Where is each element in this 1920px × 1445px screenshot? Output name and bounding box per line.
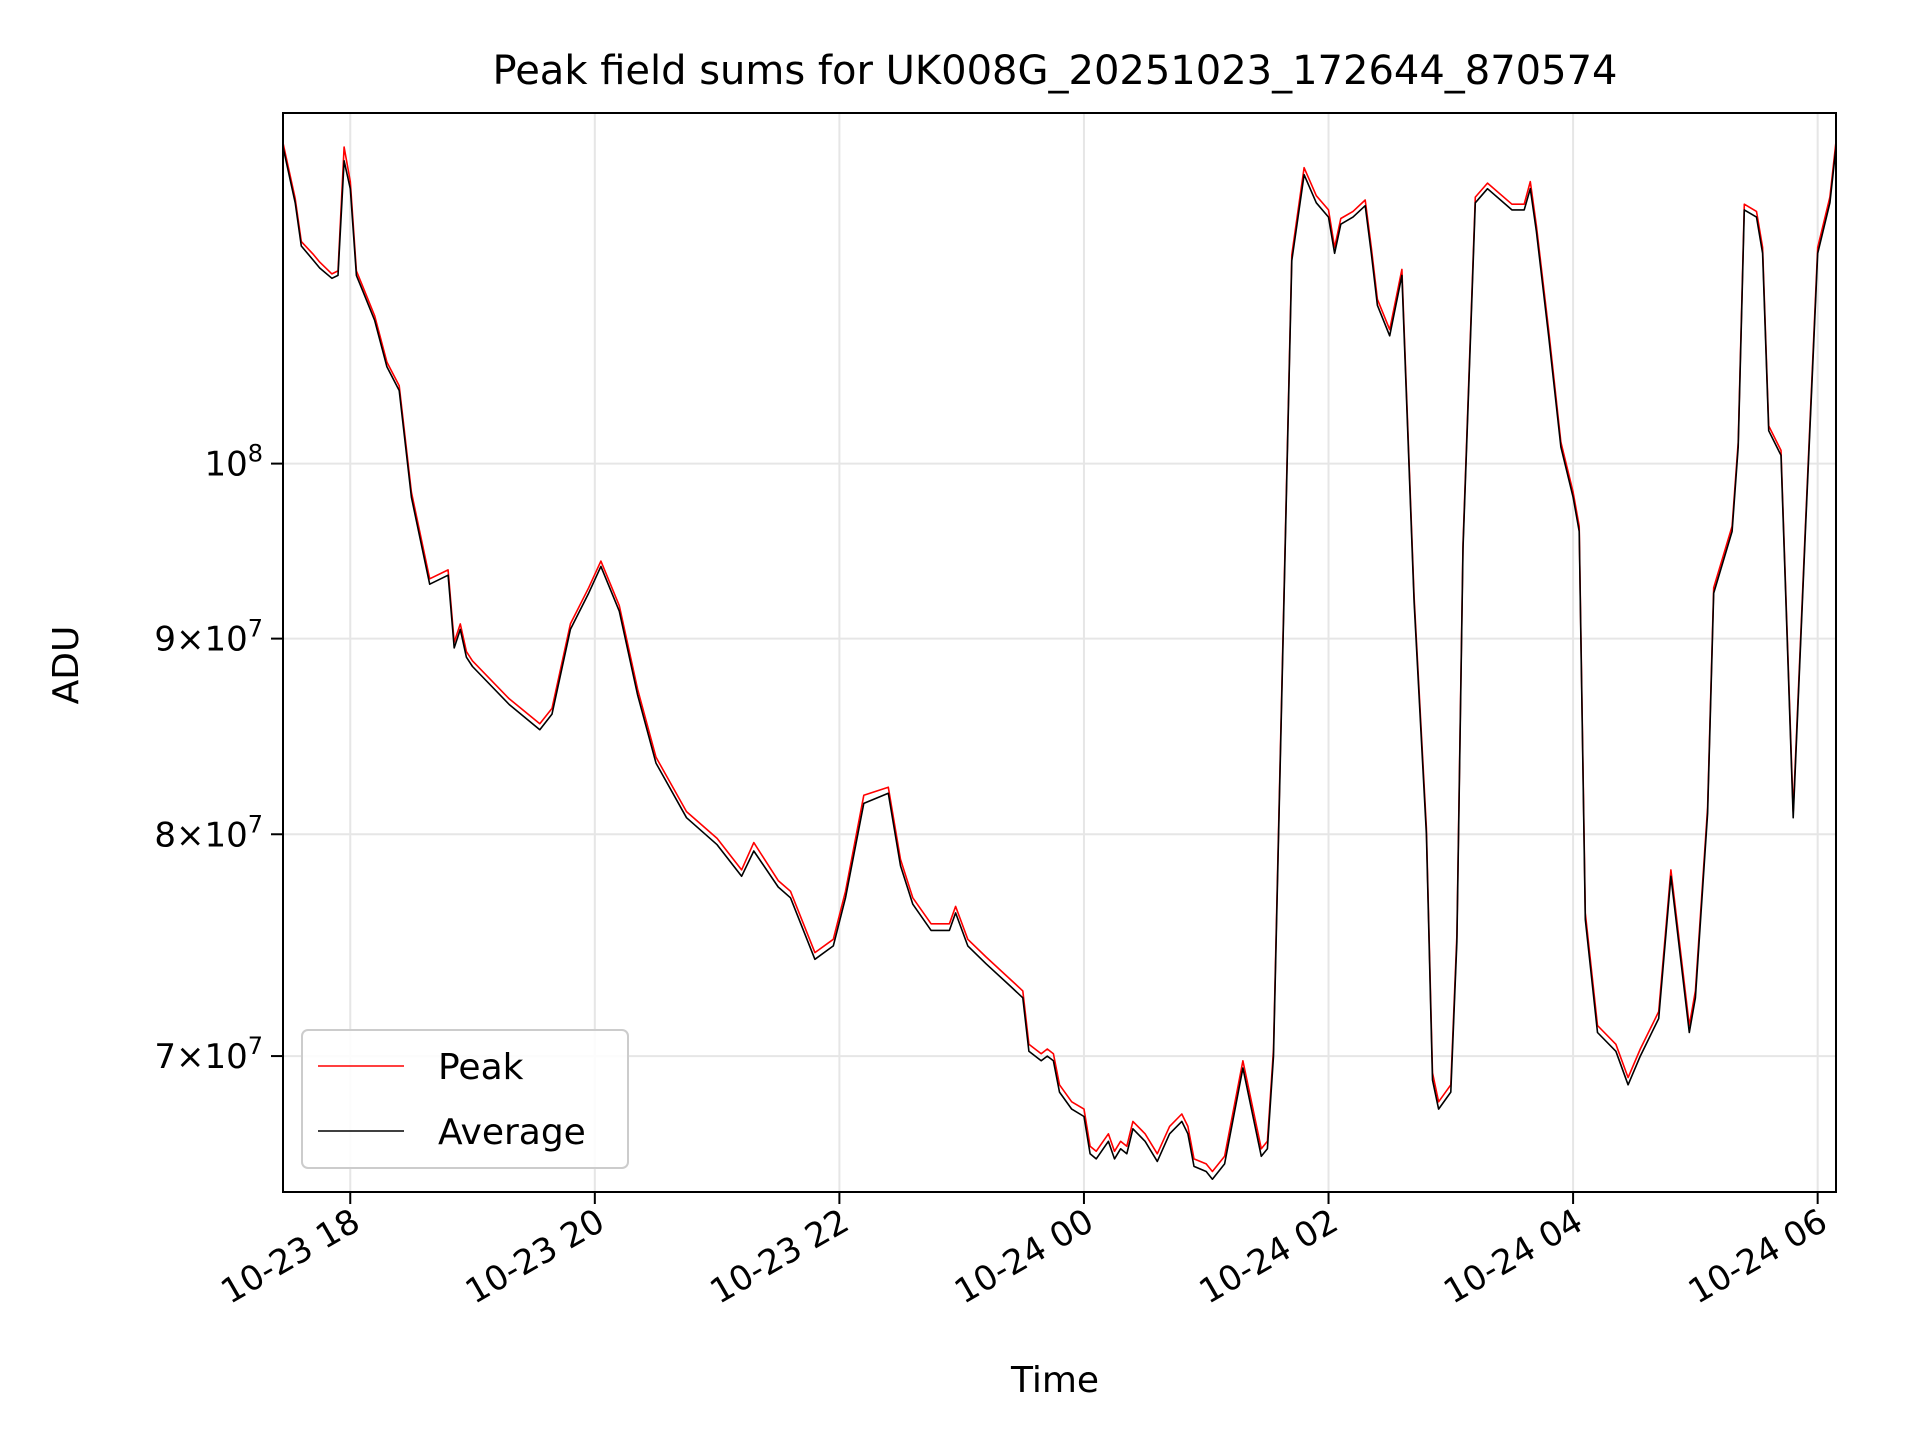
grid-lines [283,113,1836,1192]
legend-label-peak: Peak [438,1047,524,1088]
y-tick-label: 108 [204,440,263,485]
plot-frame [282,112,1837,1193]
y-tick-label: 8×107 [154,810,263,855]
series-line-average [283,146,1836,1180]
plot-area [283,141,1836,1180]
legend-label-average: Average [438,1112,586,1153]
y-axis-label: ADU [46,626,87,705]
series-group [283,141,1836,1180]
y-tick-label: 7×107 [154,1032,263,1077]
chart-title: Peak field sums for UK008G_20251023_1726… [493,48,1618,94]
legend: Peak Average [301,1029,629,1169]
legend-box [301,1029,629,1169]
y-tick-label: 9×107 [154,615,263,660]
y-axis: 7×107 8×107 9×107 108 [154,440,283,1077]
x-axis-label: Time [1010,1360,1099,1401]
